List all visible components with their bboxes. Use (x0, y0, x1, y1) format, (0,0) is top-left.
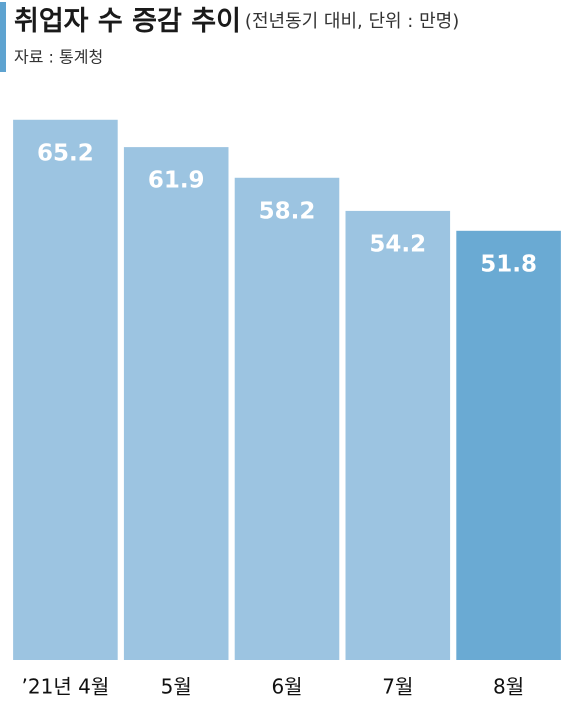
x-tick-label: 6월 (271, 675, 302, 699)
chart-subtitle: (전년동기 대비, 단위 : 만명) (245, 11, 459, 32)
x-tick-label: 8월 (493, 675, 524, 699)
bar (13, 119, 118, 661)
chart-title: 취업자 수 증감 추이 (14, 6, 241, 37)
x-tick-label: 5월 (161, 675, 192, 699)
value-label: 51.8 (480, 251, 537, 277)
source: 자료 : 통계청 (14, 48, 103, 67)
accent-bar (0, 2, 6, 72)
chart-heading: 취업자 수 증감 추이 (전년동기 대비, 단위 : 만명) (14, 6, 459, 37)
value-label: 54.2 (369, 231, 426, 257)
value-label: 61.9 (148, 168, 205, 194)
x-tick-label: ’21년 4월 (22, 675, 110, 699)
bar (234, 177, 340, 660)
value-label: 58.2 (259, 198, 316, 224)
x-tick-label: 7월 (382, 675, 413, 699)
value-label: 65.2 (37, 140, 94, 166)
bar (123, 147, 229, 661)
bar (456, 230, 561, 661)
bar (345, 210, 451, 660)
